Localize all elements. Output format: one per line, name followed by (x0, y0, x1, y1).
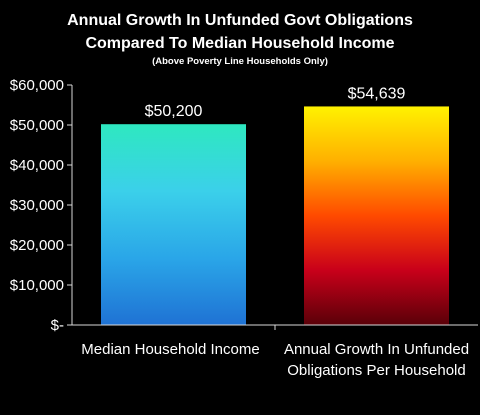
data-labels: $50,200 $54,639 (145, 85, 406, 120)
data-label-1: $50,200 (145, 103, 203, 120)
category-label-2: Annual Growth In Unfunded (284, 341, 469, 358)
y-tick-label: $- (51, 317, 64, 334)
chart-subtitle: (Above Poverty Line Households Only) (152, 56, 328, 67)
category-label-1: Median Household Income (81, 341, 259, 358)
bars (101, 106, 449, 325)
y-tick-label: $10,000 (10, 277, 64, 294)
data-label-2: $54,639 (348, 85, 406, 102)
y-tick-label: $60,000 (10, 77, 64, 94)
bar-2 (304, 106, 449, 325)
y-axis: $- $10,000 $20,000 $30,000 $40,000 $50,000 $60… (10, 77, 73, 334)
chart-title-line-1: Annual Growth In Unfunded Govt Obligatio… (67, 12, 413, 29)
category-label-2: Obligations Per Household (287, 362, 465, 379)
x-axis: Median Household Income Annual Growth In … (72, 324, 478, 379)
y-tick-label: $50,000 (10, 117, 64, 134)
y-tick-label: $20,000 (10, 237, 64, 254)
chart-title-line-2: Compared To Median Household Income (85, 35, 394, 52)
bar-1 (101, 124, 246, 325)
y-tick-label: $40,000 (10, 157, 64, 174)
y-tick-label: $30,000 (10, 197, 64, 214)
